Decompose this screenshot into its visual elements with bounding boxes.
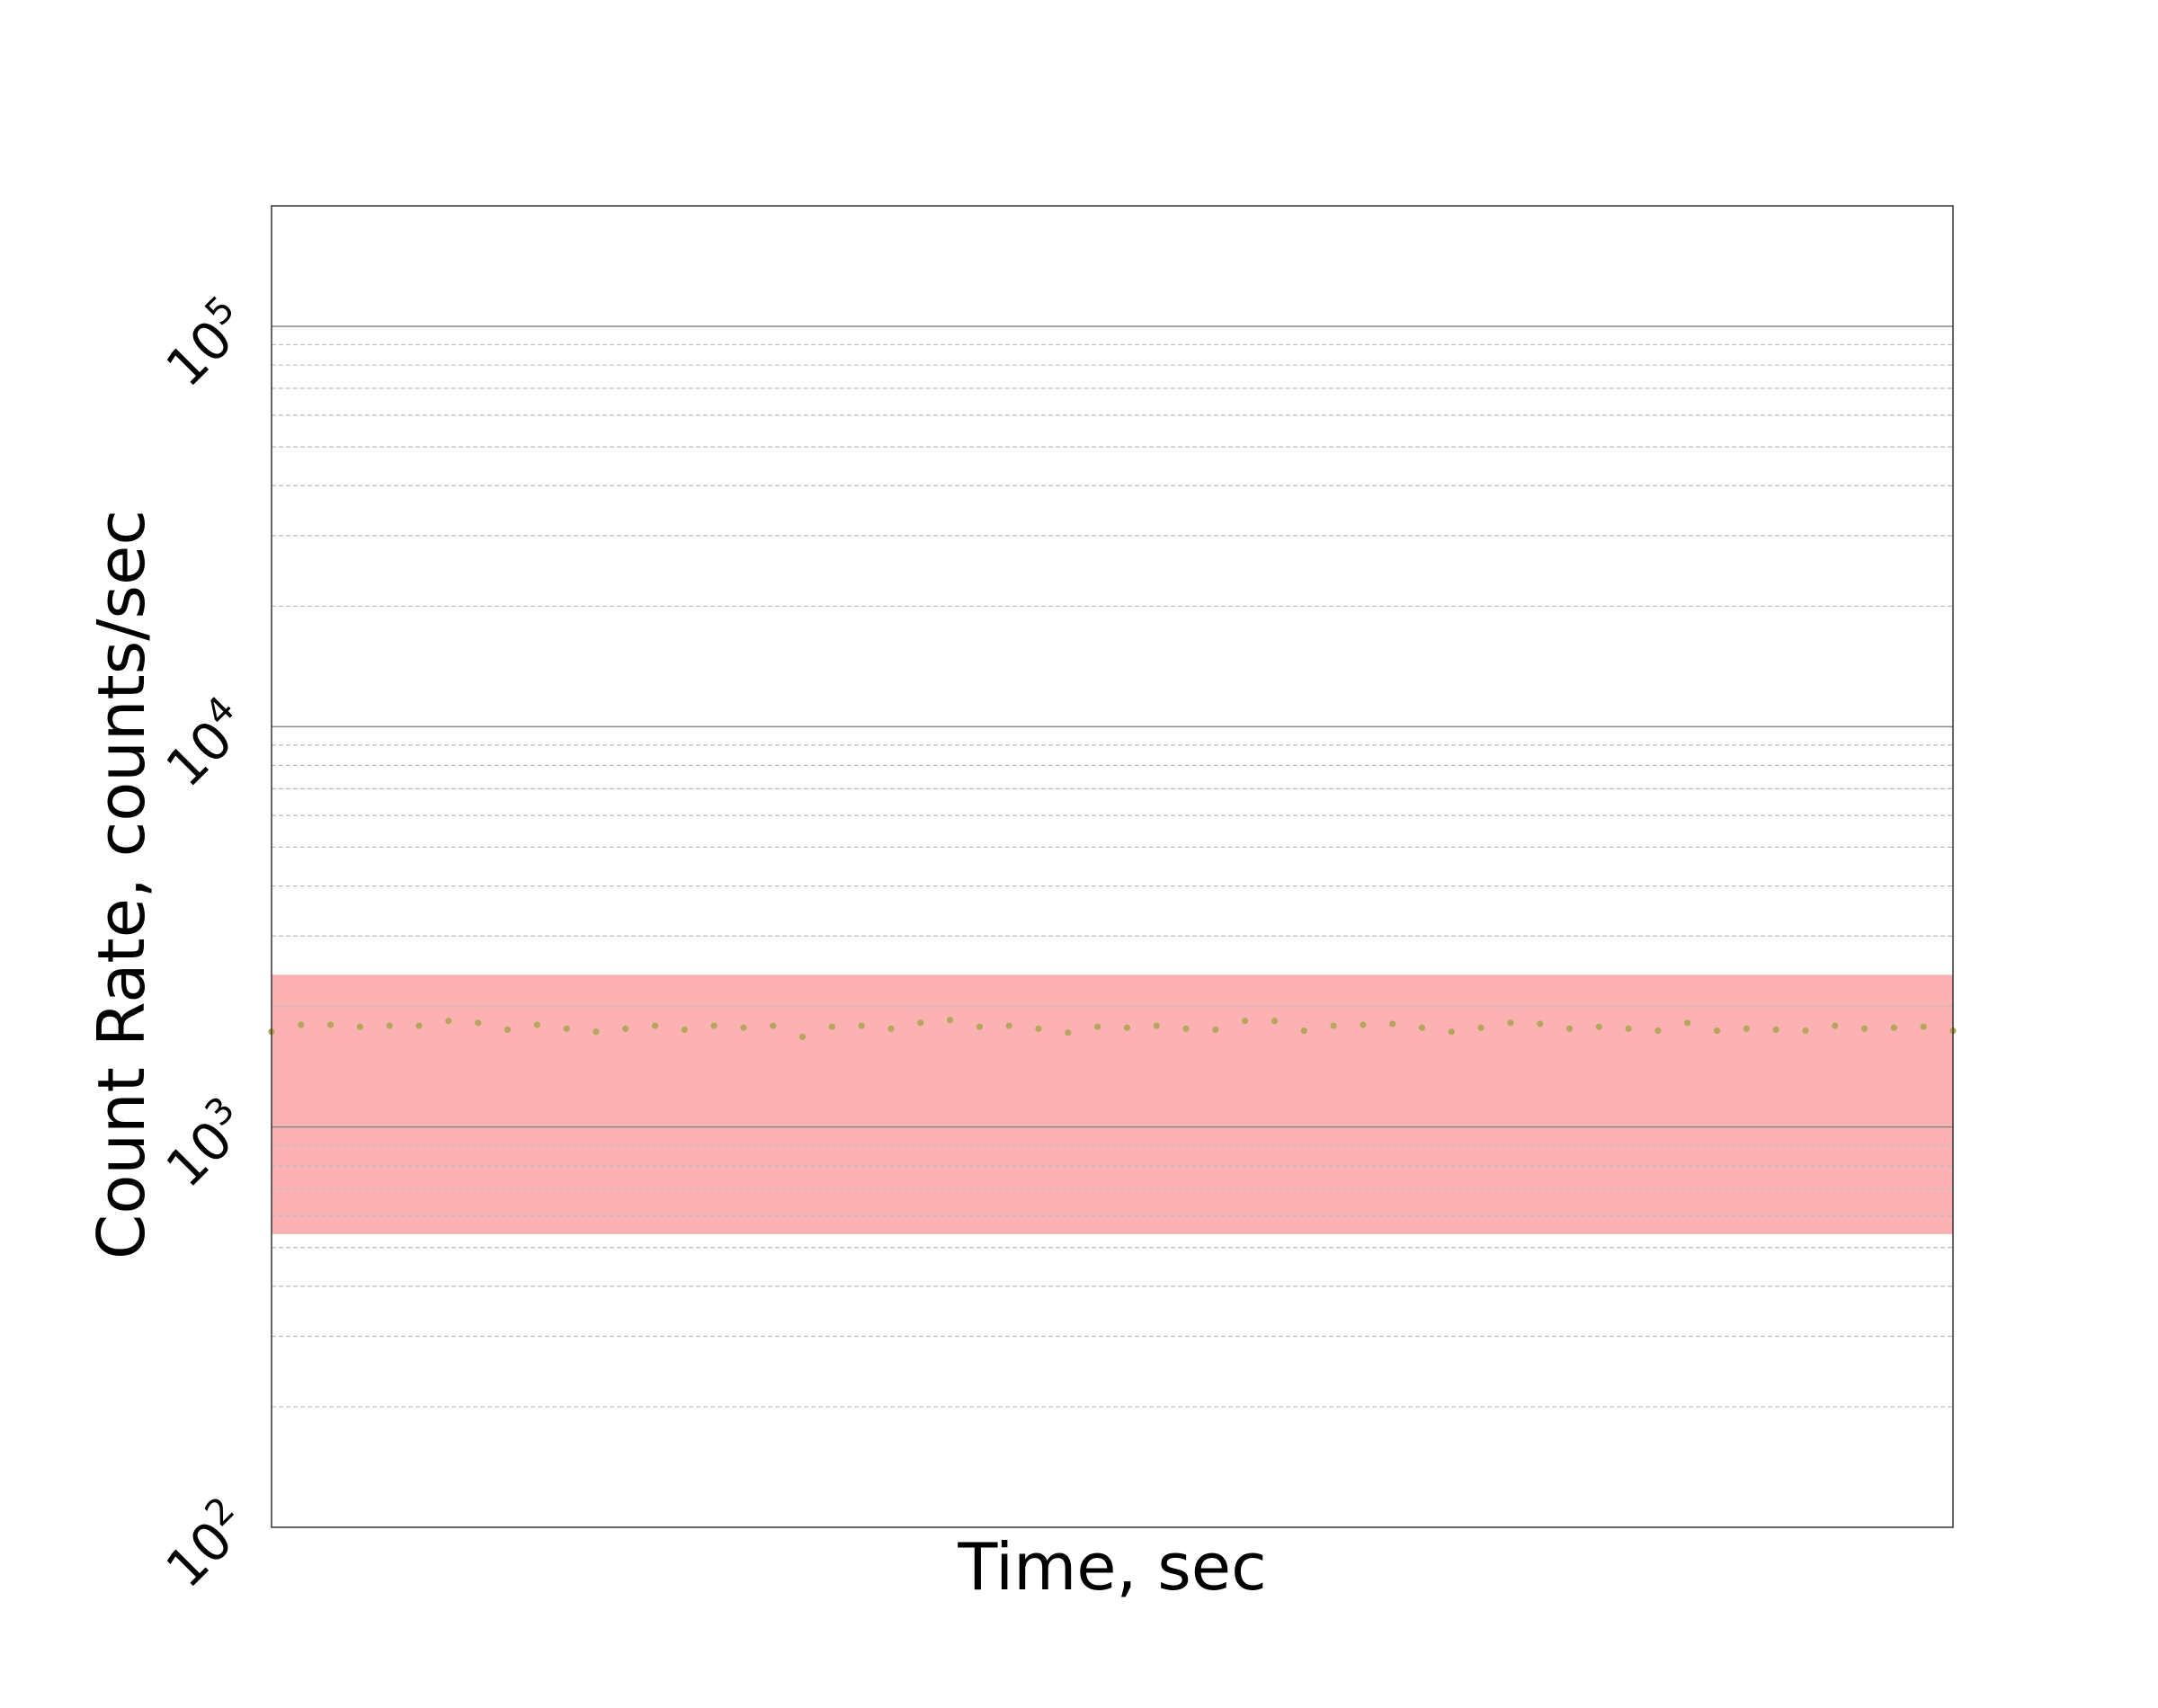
data-points-layer [268, 1017, 1957, 1040]
y-tick-label: 103 [150, 1089, 261, 1199]
data-point [1595, 1023, 1602, 1030]
data-point [1330, 1022, 1337, 1029]
data-point [1802, 1027, 1809, 1035]
data-point [563, 1025, 570, 1032]
data-point [1743, 1025, 1750, 1032]
data-point [976, 1023, 983, 1030]
rate-band [272, 974, 1953, 1234]
data-point [1123, 1024, 1131, 1031]
data-point [1065, 1029, 1072, 1036]
data-point [1920, 1023, 1927, 1030]
data-point [1625, 1025, 1632, 1032]
svg-text:102: 102 [150, 1490, 261, 1600]
data-point [740, 1024, 747, 1031]
data-point [1153, 1022, 1160, 1029]
svg-text:105: 105 [150, 289, 261, 399]
data-point [622, 1025, 629, 1032]
data-point [681, 1026, 688, 1034]
data-point [445, 1018, 452, 1025]
data-point [828, 1023, 835, 1030]
data-point [1477, 1024, 1485, 1031]
data-point [386, 1022, 393, 1029]
data-point [1448, 1028, 1455, 1036]
data-point [1212, 1026, 1219, 1034]
y-tick-label: 105 [150, 289, 261, 399]
data-point [1418, 1024, 1426, 1031]
svg-text:103: 103 [150, 1089, 261, 1199]
data-point [710, 1022, 718, 1029]
data-point [593, 1028, 600, 1036]
data-point [1093, 1023, 1101, 1030]
x-axis-label: Time, sec [957, 1529, 1266, 1605]
data-point [1772, 1026, 1779, 1034]
rate-band-layer [272, 974, 1953, 1234]
data-point [533, 1021, 540, 1028]
data-point [415, 1022, 423, 1029]
data-point [1182, 1025, 1190, 1032]
data-point [1242, 1018, 1249, 1025]
data-point [1300, 1027, 1307, 1035]
data-point [798, 1033, 807, 1040]
data-point [1035, 1025, 1042, 1032]
data-point [1890, 1024, 1897, 1031]
svg-text:104: 104 [150, 689, 261, 799]
data-point [1360, 1021, 1367, 1028]
data-point [770, 1022, 777, 1029]
data-point [327, 1021, 334, 1028]
data-point [475, 1019, 482, 1027]
y-axis-label: Count Rate, counts/sec [84, 510, 159, 1259]
y-tick-labels: 102 103 104 105 [150, 289, 261, 1600]
data-point [1565, 1025, 1574, 1032]
y-tick-label: 102 [150, 1490, 261, 1600]
y-tick-label: 104 [150, 689, 261, 799]
data-point [1271, 1018, 1279, 1025]
data-point [1537, 1020, 1544, 1027]
grid-layer [272, 205, 1953, 1408]
data-point [917, 1019, 924, 1027]
data-point [887, 1025, 895, 1032]
data-point [504, 1026, 512, 1034]
data-point [946, 1017, 954, 1024]
data-point [651, 1022, 659, 1029]
data-point [858, 1022, 865, 1029]
data-point [1832, 1022, 1839, 1029]
data-point [1389, 1020, 1396, 1027]
data-point [1654, 1027, 1662, 1035]
plot-frame [271, 205, 1954, 1528]
data-point [1860, 1025, 1868, 1032]
data-point [1684, 1019, 1691, 1027]
data-point [356, 1023, 364, 1030]
data-point [1507, 1019, 1514, 1027]
data-point [1005, 1022, 1012, 1029]
data-point [298, 1021, 305, 1028]
data-point [1713, 1027, 1721, 1035]
